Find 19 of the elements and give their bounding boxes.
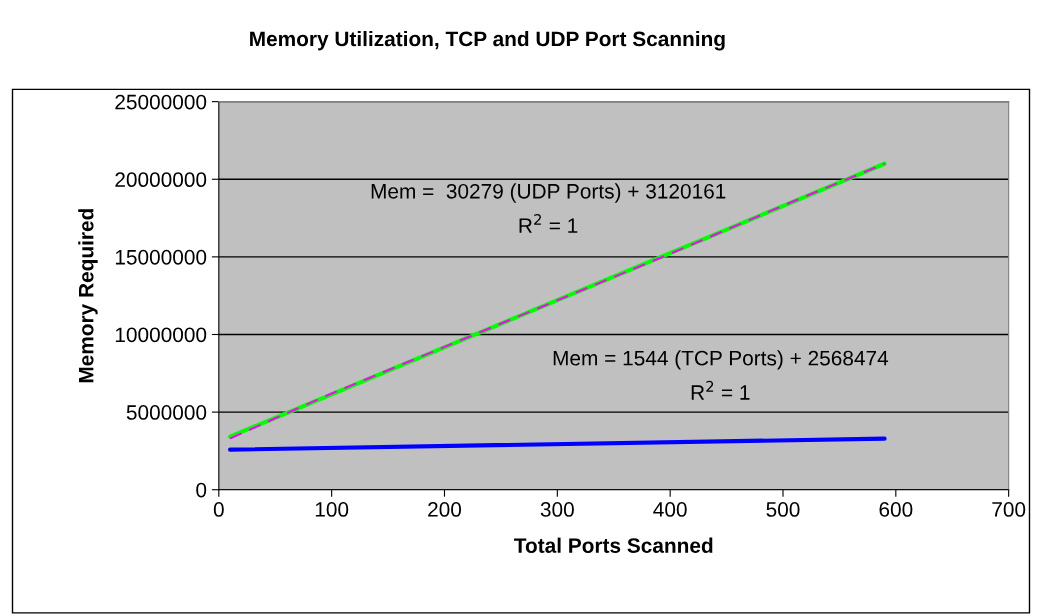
y-tick-label: 10000000 bbox=[115, 327, 207, 343]
chart-title: Memory Utilization, TCP and UDP Port Scanning bbox=[250, 30, 725, 51]
x-tick-label: 600 bbox=[879, 502, 913, 517]
x-tick-label: 300 bbox=[540, 502, 574, 517]
x-tick-label: 700 bbox=[992, 502, 1026, 517]
y-tick-label: 25000000 bbox=[115, 94, 207, 110]
y-tick-label: 5000000 bbox=[126, 405, 207, 420]
y-tick-label: 15000000 bbox=[115, 249, 207, 265]
x-tick-label: 400 bbox=[653, 502, 687, 517]
y-axis-title: Memory Required bbox=[78, 209, 98, 383]
x-tick-label: 500 bbox=[766, 502, 800, 517]
annotation: Mem = 1544 (TCP Ports) + 2568474 R$^{2}$ = 1 bbox=[553, 350, 889, 400]
x-tick-label: 100 bbox=[315, 502, 349, 517]
x-axis-title: Total Ports Scanned bbox=[514, 537, 713, 553]
y-tick-label: 20000000 bbox=[115, 172, 207, 188]
y-tick-label: 0 bbox=[196, 482, 207, 498]
x-tick-label: 0 bbox=[213, 502, 224, 517]
annotation: Mem = 30279 (UDP Ports) + 3120161 R$^{2}$ = 1 bbox=[371, 183, 726, 233]
x-tick-label: 200 bbox=[428, 502, 462, 517]
